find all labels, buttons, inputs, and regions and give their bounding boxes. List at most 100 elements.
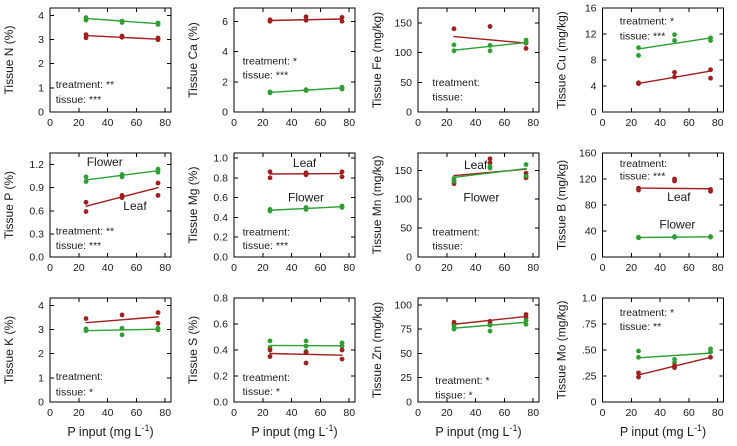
x-axis-title: P input (mg L-1) bbox=[67, 423, 153, 439]
y-axis-label: Tissue K (%) bbox=[2, 316, 16, 384]
x-tick-label: 60 bbox=[683, 117, 695, 129]
y-tick-label: 4 bbox=[38, 10, 44, 22]
x-axis-title: P input (mg L-1) bbox=[435, 423, 521, 439]
data-point-flower bbox=[451, 42, 457, 48]
stat-annotation: tissue: * bbox=[435, 390, 472, 402]
series-label-leaf: Leaf bbox=[293, 156, 317, 170]
y-tick-label: 50 bbox=[400, 348, 412, 360]
x-tick-label: 60 bbox=[683, 262, 695, 274]
data-point-flower bbox=[119, 172, 125, 177]
y-tick-label: 0 bbox=[406, 397, 412, 409]
subplot-tissue-s-canvas: 0 20 40 60 80 0.0 0.2 0.4 0.6 0.8 Tissue S (%) trea… bbox=[186, 293, 356, 439]
data-point-flower bbox=[451, 48, 457, 54]
subplot-tissue-mo-canvas: 0 20 40 60 80 0 .25 .50 .75 1.0 Tissue Mo (mg/kg) t… bbox=[555, 293, 724, 439]
trend-line-flower bbox=[453, 167, 527, 178]
x-tick-label: 60 bbox=[499, 117, 511, 129]
y-tick-label: 120 bbox=[579, 174, 597, 186]
y-tick-label: 0.4 bbox=[213, 212, 228, 224]
y-tick-label: .75 bbox=[582, 319, 597, 331]
data-point-leaf bbox=[487, 318, 493, 324]
y-axis-label: Tissue P (%) bbox=[2, 171, 16, 239]
stat-annotation: tissue: * bbox=[56, 386, 93, 398]
data-point-flower bbox=[487, 328, 493, 334]
x-tick-label: 80 bbox=[712, 407, 724, 419]
data-point-flower bbox=[708, 35, 713, 41]
x-tick-label: 0 bbox=[47, 117, 53, 129]
y-tick-label: 75 bbox=[400, 324, 412, 336]
data-point-flower bbox=[672, 32, 677, 38]
data-point-leaf bbox=[267, 347, 273, 353]
data-point-flower bbox=[636, 234, 641, 240]
data-point-flower bbox=[303, 338, 309, 344]
subplot-tissue-mg: 0 20 40 60 80 0.0 0.2 0.4 0.6 0.8 1.0 Tissue Mg (%)… bbox=[184, 145, 368, 290]
trend-line-leaf bbox=[85, 316, 159, 324]
y-axis-label: Tissue Mo (mg/kg) bbox=[555, 301, 569, 400]
y-tick-label: 0.6 bbox=[213, 192, 228, 204]
y-tick-label: 1 bbox=[38, 372, 44, 384]
x-tick-label: 40 bbox=[102, 262, 114, 274]
data-point-flower bbox=[451, 176, 457, 181]
data-point-leaf bbox=[119, 192, 125, 198]
x-tick-label: 80 bbox=[343, 262, 355, 274]
x-tick-label: 40 bbox=[654, 117, 666, 129]
x-tick-label: 0 bbox=[231, 117, 237, 129]
data-point-leaf bbox=[523, 46, 529, 51]
stat-annotation: treatment: bbox=[620, 158, 667, 170]
x-tick-label: 20 bbox=[73, 407, 85, 419]
y-tick-label: 40 bbox=[585, 226, 597, 238]
subplot-tissue-ca: 0 20 40 60 80 0 2 4 6 Tissue Ca (%) treatment: * ti… bbox=[184, 0, 368, 145]
data-point-flower bbox=[119, 332, 125, 338]
data-point-leaf bbox=[267, 169, 273, 175]
y-tick-label: 0.6 bbox=[29, 205, 44, 217]
data-point-leaf bbox=[636, 374, 641, 380]
y-tick-label: 0 bbox=[38, 397, 44, 409]
stat-annotation: treatment: bbox=[56, 371, 103, 383]
x-tick-label: 0 bbox=[415, 117, 421, 129]
x-tick-label: 0 bbox=[600, 117, 606, 129]
y-tick-label: 0.0 bbox=[29, 252, 44, 264]
data-point-leaf bbox=[303, 14, 309, 20]
x-tick-label: 60 bbox=[315, 262, 327, 274]
y-tick-label: 80 bbox=[585, 200, 597, 212]
x-tick-label: 0 bbox=[415, 262, 421, 274]
x-tick-label: 20 bbox=[625, 117, 637, 129]
x-tick-label: 60 bbox=[499, 407, 511, 419]
data-point-leaf bbox=[155, 310, 161, 315]
data-point-leaf bbox=[303, 17, 309, 23]
x-tick-label: 20 bbox=[257, 407, 269, 419]
y-tick-label: 160 bbox=[579, 148, 597, 160]
y-axis-label: Tissue Fe (mg/kg) bbox=[370, 12, 384, 108]
data-point-flower bbox=[267, 207, 273, 212]
x-tick-label: 20 bbox=[625, 407, 637, 419]
stat-annotation: tissue: *** bbox=[620, 30, 666, 42]
y-tick-label: 1.0 bbox=[582, 293, 597, 305]
subplot-tissue-mn-canvas: 0 20 40 60 80 0 50 100 150 Tissue Mn (mg/kg) treat… bbox=[370, 152, 540, 274]
y-axis-label: Tissue Mn (mg/kg) bbox=[370, 156, 384, 255]
y-tick-label: .25 bbox=[582, 371, 597, 383]
y-tick-label: 25 bbox=[400, 372, 412, 384]
x-tick-label: 0 bbox=[600, 407, 606, 419]
x-tick-label: 80 bbox=[527, 262, 539, 274]
y-tick-label: 3 bbox=[38, 324, 44, 336]
data-point-leaf bbox=[155, 180, 161, 186]
stat-annotation: tissue: ** bbox=[620, 321, 661, 333]
y-tick-label: 0 bbox=[591, 397, 597, 409]
data-point-flower bbox=[487, 48, 493, 54]
y-axis-label: Tissue Mg (%) bbox=[186, 167, 200, 244]
x-tick-label: 80 bbox=[159, 262, 171, 274]
data-point-flower bbox=[267, 338, 273, 344]
x-tick-label: 40 bbox=[470, 117, 482, 129]
y-axis-label: Tissue Ca (%) bbox=[186, 22, 200, 98]
subplot-tissue-k: 0 20 40 60 80 0 1 2 3 4 Tissue K (%) treatment: tiss… bbox=[0, 290, 184, 446]
data-point-leaf bbox=[672, 176, 677, 182]
x-tick-label: 80 bbox=[527, 407, 539, 419]
x-tick-label: 0 bbox=[47, 407, 53, 419]
y-tick-label: 1.2 bbox=[29, 159, 44, 171]
data-point-leaf bbox=[339, 18, 345, 24]
y-tick-label: 6 bbox=[222, 16, 228, 28]
data-point-flower bbox=[339, 203, 345, 209]
y-tick-label: 0.8 bbox=[213, 172, 228, 184]
data-point-flower bbox=[155, 20, 161, 26]
data-point-leaf bbox=[303, 360, 309, 366]
y-tick-label: 2 bbox=[38, 58, 44, 70]
